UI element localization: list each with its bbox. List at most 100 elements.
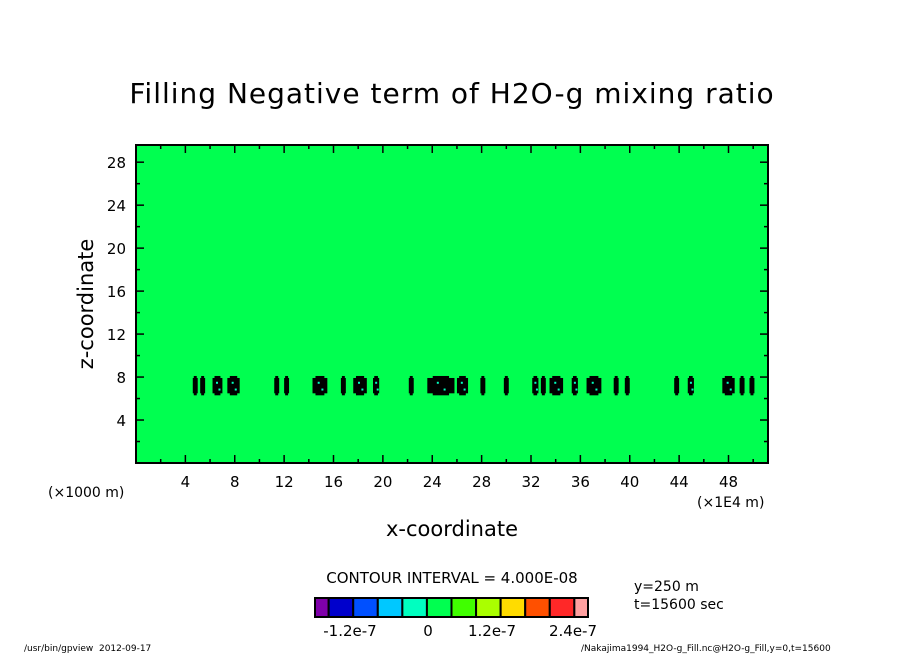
colorbar-box [475, 597, 502, 618]
contour-cluster-cap [572, 375, 577, 396]
contour-cell [554, 381, 557, 384]
field-background [136, 145, 768, 463]
contour-cell [535, 388, 538, 391]
x-tick-label: 8 [230, 473, 240, 491]
x-tick-label: 20 [373, 473, 392, 491]
x-tick-label: 44 [670, 473, 689, 491]
x-tick-label: 32 [521, 473, 540, 491]
footer-right: /Nakajima1994_H2O-g_Fill.nc@H2O-g_Fill,y… [581, 644, 831, 654]
contour-cell [436, 381, 439, 384]
colorbar-box [425, 597, 453, 618]
contour-cell [726, 381, 729, 384]
y-tick-label: 12 [107, 326, 126, 344]
contour-cell [691, 388, 694, 391]
contour-cluster-cap [229, 375, 238, 396]
contour-cluster-cap [689, 375, 693, 396]
contour-interval: CONTOUR INTERVAL = 4.000E-08 [326, 569, 577, 587]
contour-cell [317, 381, 320, 384]
x-tick-label: 36 [571, 473, 590, 491]
contour-cell [358, 381, 361, 384]
x-axis-label: x-coordinate [386, 517, 518, 541]
colorbar-box [499, 597, 527, 618]
x-tick-label: 40 [620, 473, 639, 491]
chart-title: Filling Negative term of H2O-g mixing ra… [129, 77, 774, 110]
contour-cell [361, 388, 364, 391]
colorbar-box [524, 597, 551, 618]
colorbar-box [327, 597, 355, 618]
contour-cell [557, 388, 560, 391]
contour-cell [595, 388, 598, 391]
contour-cluster-cap [541, 375, 545, 396]
contour-cell [534, 381, 537, 384]
colorbar-box [573, 597, 589, 618]
contour-cell [460, 381, 463, 384]
contour-cell [573, 381, 576, 384]
colorbar-box [401, 597, 428, 618]
x-unit-right: (×1E4 m) [697, 495, 764, 511]
contour-cluster-cap [724, 375, 733, 396]
x-tick-label: 28 [472, 473, 491, 491]
contour-cell [376, 388, 379, 391]
contour-cell [218, 388, 221, 391]
contour-cluster-cap [614, 375, 618, 396]
contour-cell [231, 381, 234, 384]
contour-cluster-cap [432, 375, 450, 396]
colorbar-box [548, 597, 576, 618]
y-tick-label: 24 [107, 197, 126, 215]
y-tick-label: 4 [116, 412, 126, 430]
contour-cluster-cap [315, 375, 325, 396]
colorbar-label: -1.2e-7 [323, 622, 376, 640]
contour-cell [575, 388, 578, 391]
contour-cell [689, 381, 692, 384]
x-tick-label: 16 [324, 473, 343, 491]
contour-cluster-cap [201, 375, 205, 396]
contour-cluster-cap [459, 375, 466, 396]
contour-cluster-cap [552, 375, 561, 396]
contour-cell [443, 388, 446, 391]
colorbar-box [376, 597, 404, 618]
colorbar-box [352, 597, 379, 618]
contour-cluster-cap [675, 375, 679, 396]
contour-cell [591, 381, 594, 384]
contour-cluster-cap [193, 375, 197, 396]
contour-cluster-cap [740, 375, 744, 396]
y-tick-label: 16 [107, 283, 126, 301]
contour-cell [215, 381, 218, 384]
y-axis-label: z-coordinate [74, 239, 98, 370]
plot-frame [135, 144, 769, 464]
info-t: t=15600 sec [634, 597, 724, 613]
contour-cluster-cap [589, 375, 599, 396]
colorbar-label: 2.4e-7 [549, 622, 597, 640]
contour-cluster-cap [481, 375, 485, 396]
x-tick-label: 24 [423, 473, 442, 491]
contour-cell [234, 388, 237, 391]
colorbar-label: 0 [423, 622, 433, 640]
contour-cell [375, 381, 378, 384]
contour-cell [729, 388, 732, 391]
colorbar-box [450, 597, 478, 618]
colorbar-label: 1.2e-7 [468, 622, 516, 640]
colorbar-box [314, 597, 330, 618]
y-tick-label: 20 [107, 240, 126, 258]
contour-cluster-cap [504, 375, 508, 396]
y-tick-label: 28 [107, 154, 126, 172]
contour-cluster-cap [750, 375, 754, 396]
y-tick-label: 8 [116, 369, 126, 387]
footer-left: /usr/bin/gpview 2012-09-17 [24, 644, 151, 654]
contour-cell [463, 388, 466, 391]
contour-cluster-cap [341, 375, 345, 396]
contour-cluster-cap [409, 375, 413, 396]
contour-cluster-cap [374, 375, 378, 396]
info-y: y=250 m [634, 579, 699, 595]
colorbar: -1.2e-7 0 1.2e-7 2.4e-7 [314, 597, 597, 640]
x-unit-left: (×1000 m) [48, 485, 124, 501]
contour-cluster-cap [533, 375, 538, 396]
contour-cluster-cap [275, 375, 279, 396]
contour-cell [321, 388, 324, 391]
contour-cluster-cap [214, 375, 221, 396]
plot-area [136, 145, 768, 463]
contour-cluster-cap [285, 375, 289, 396]
x-tick-label: 48 [719, 473, 738, 491]
